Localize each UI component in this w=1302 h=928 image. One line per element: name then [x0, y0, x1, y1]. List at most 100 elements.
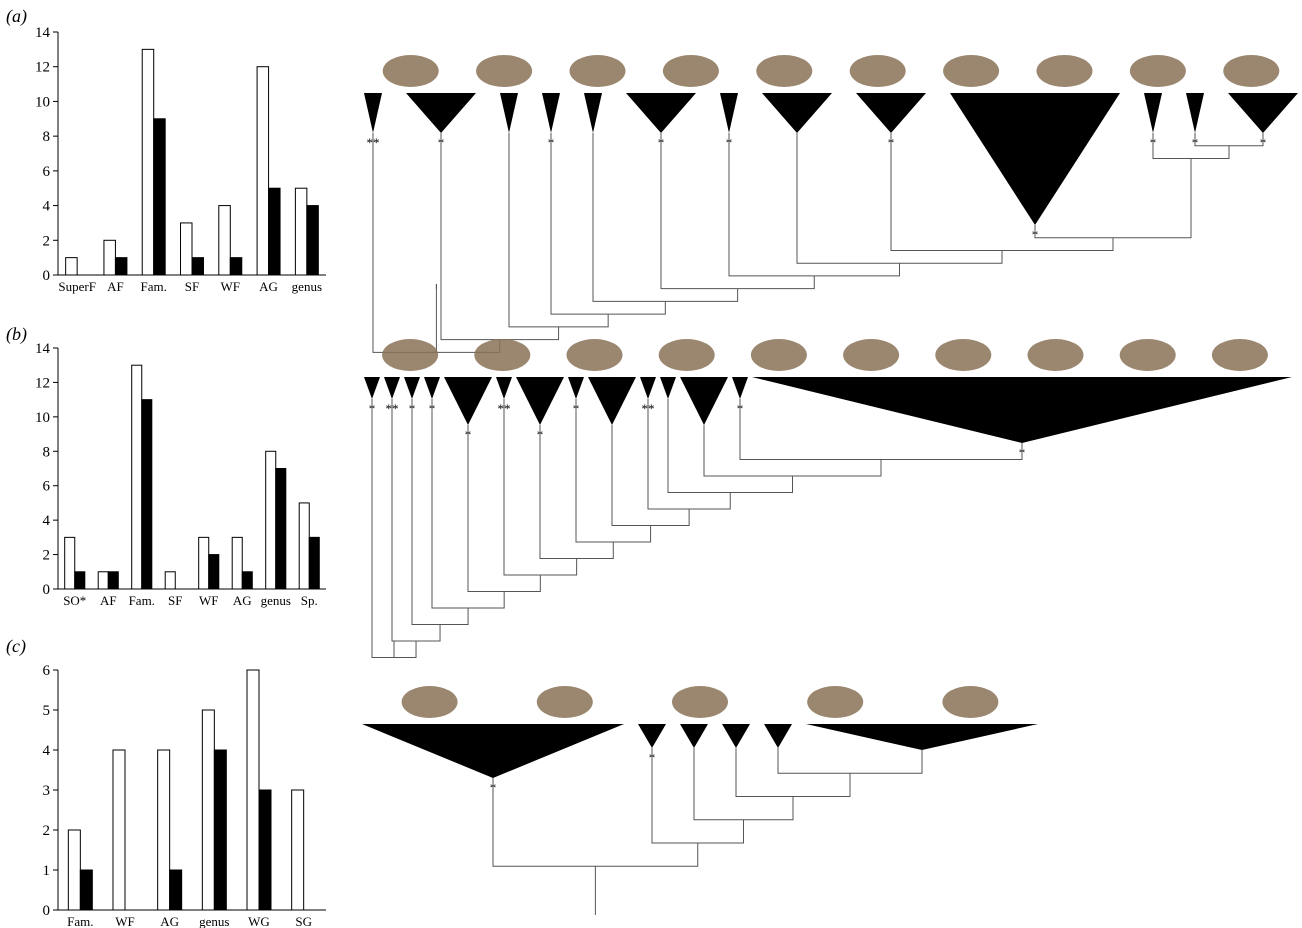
collapsed-clade: [720, 93, 738, 133]
y-tick-label: 8: [43, 444, 51, 460]
bar-open: [164, 571, 176, 590]
y-tick-label: 6: [43, 479, 51, 495]
animal-photo-rabbit: [672, 686, 728, 718]
bar-open: [198, 536, 210, 590]
bar-chart-c: 0 1 2 3 4 5 6 Fam. WF AG genus WG SG: [43, 663, 326, 928]
bar-filled: [241, 571, 253, 590]
collapsed-clade: [588, 377, 636, 425]
x-tick-label: AF: [107, 279, 124, 294]
x-tick-label: genus: [199, 914, 229, 928]
bar-filled: [141, 399, 153, 590]
tree-branch: [492, 778, 699, 867]
animal-photo-gazelle: [1211, 339, 1268, 371]
bar-open: [180, 222, 193, 276]
bar-open: [256, 66, 270, 276]
y-tick-label: 3: [43, 783, 51, 799]
x-tick-label: genus: [261, 593, 291, 608]
collapsed-clade: [542, 93, 560, 133]
animal-photo-fox: [849, 55, 906, 87]
collapsed-clade: [638, 724, 666, 748]
collapsed-clade: [950, 93, 1120, 225]
bar-open: [97, 571, 109, 590]
bar-open: [103, 239, 116, 276]
x-tick-label: WF: [221, 279, 241, 294]
tree-branch: [440, 133, 560, 341]
collapsed-clade: [752, 377, 1292, 443]
collapsed-clade: [362, 724, 624, 778]
animal-photo-pika: [401, 686, 458, 718]
y-tick-label: 2: [43, 823, 51, 839]
bar-open: [218, 205, 231, 276]
bar-filled: [107, 571, 119, 590]
x-tick-label: Sp.: [301, 593, 318, 608]
x-tick-label: AF: [100, 593, 117, 608]
y-tick-label: 12: [35, 375, 50, 391]
collapsed-clade: [1228, 93, 1298, 133]
bar-filled: [213, 749, 227, 911]
bar-open: [64, 536, 76, 590]
panel-a: (a) 0 2 4 6 8 10 12 14 SuperF AF Fam. SF WF AG genus *…: [6, 6, 1298, 353]
collapsed-clade: [568, 377, 584, 399]
bar-open: [231, 536, 243, 590]
collapsed-clade: [406, 93, 476, 133]
bar-open: [291, 789, 305, 911]
x-tick-label: Fam.: [129, 593, 155, 608]
x-tick-label: Fam.: [67, 914, 93, 928]
bar-open: [201, 709, 215, 911]
x-tick-label: Fam.: [141, 279, 167, 294]
bar-filled: [275, 468, 287, 590]
collapsed-clade: [496, 377, 512, 399]
tree-branch: [777, 748, 923, 774]
tree-branch: [1194, 133, 1264, 147]
animal-photo-genet: [569, 55, 626, 87]
tree-branch: [703, 425, 882, 477]
animal-photo-mouse-deer: [935, 339, 992, 371]
collapsed-clade: [856, 93, 926, 133]
y-tick-label: 12: [35, 60, 50, 76]
y-tick-label: 1: [43, 863, 51, 879]
y-tick-label: 0: [43, 903, 51, 919]
y-tick-label: 8: [43, 129, 51, 145]
bar-filled: [74, 571, 86, 590]
animal-photo-binturong: [476, 55, 533, 87]
collapsed-clade: [762, 93, 832, 133]
x-tick-label: SF: [168, 593, 182, 608]
tree-a: ** * * * * *** * *: [364, 55, 1298, 353]
animal-photo-bear: [943, 55, 1000, 87]
tree-branch: [735, 748, 851, 797]
bar-filled: [153, 118, 166, 276]
x-tick-label: WF: [115, 914, 135, 928]
bar-open: [67, 829, 81, 911]
bar-chart-a: 0 2 4 6 8 10 12 14 SuperF AF Fam. SF WF AG genus: [35, 25, 326, 294]
collapsed-clade: [444, 377, 492, 425]
collapsed-clade: [732, 377, 748, 399]
bar-filled: [169, 869, 183, 911]
tree-branch: [550, 133, 666, 315]
collapsed-clade: [680, 724, 708, 748]
collapsed-clade: [1144, 93, 1162, 133]
bar-open: [112, 749, 126, 911]
collapsed-clade: [764, 724, 792, 748]
tree-branch: [611, 425, 690, 526]
tree-branch: [667, 399, 793, 493]
animal-photo-rabbit: [807, 686, 864, 718]
y-tick-label: 4: [43, 199, 51, 215]
bar-filled: [306, 205, 319, 276]
y-tick-label: 10: [35, 94, 50, 110]
animal-photo-skunk: [1129, 55, 1186, 87]
collapsed-clade: [680, 377, 728, 425]
x-tick-label: AG: [233, 593, 252, 608]
collapsed-clade: [404, 377, 420, 399]
collapsed-clade: [1186, 93, 1204, 133]
x-tick-label: SF: [185, 279, 199, 294]
bar-filled: [191, 257, 204, 276]
panel-b: (b) 0 2 4 6 8 10 12 14 SO* AF Fam. SF WF AG genus Sp. *…: [6, 324, 1292, 658]
bar-filled: [229, 257, 243, 276]
panel-label-a: (a): [6, 6, 27, 27]
collapsed-clade: [626, 93, 696, 133]
y-tick-label: 2: [43, 233, 51, 249]
animal-photo-tapir: [474, 339, 531, 371]
bar-open: [141, 48, 155, 276]
collapsed-clade: [384, 377, 400, 399]
